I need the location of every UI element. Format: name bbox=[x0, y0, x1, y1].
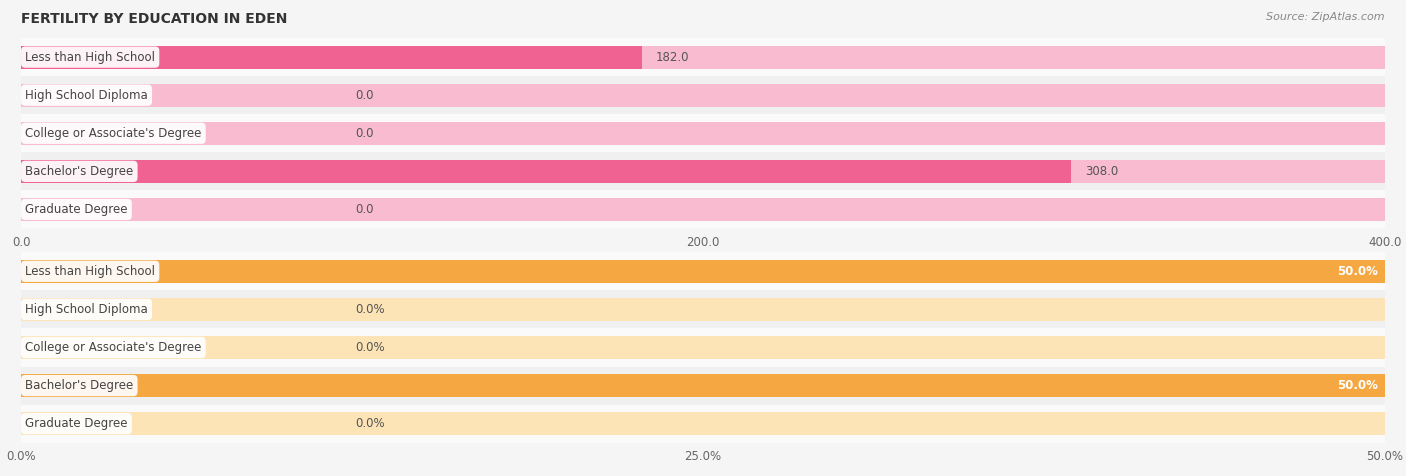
Text: Bachelor's Degree: Bachelor's Degree bbox=[25, 165, 134, 178]
Bar bbox=[21, 367, 1385, 405]
Bar bbox=[21, 298, 1385, 321]
Bar bbox=[21, 374, 1385, 397]
Text: 182.0: 182.0 bbox=[655, 50, 689, 64]
Bar bbox=[21, 76, 1385, 114]
Text: 0.0%: 0.0% bbox=[356, 341, 385, 354]
Bar bbox=[21, 84, 1385, 107]
Text: 0.0%: 0.0% bbox=[356, 417, 385, 430]
Text: 0.0: 0.0 bbox=[356, 203, 374, 216]
Bar bbox=[21, 38, 1385, 76]
Text: 0.0%: 0.0% bbox=[356, 303, 385, 316]
Text: High School Diploma: High School Diploma bbox=[25, 303, 148, 316]
Text: Less than High School: Less than High School bbox=[25, 50, 155, 64]
Text: FERTILITY BY EDUCATION IN EDEN: FERTILITY BY EDUCATION IN EDEN bbox=[21, 12, 287, 26]
Bar bbox=[21, 260, 1385, 283]
Text: Bachelor's Degree: Bachelor's Degree bbox=[25, 379, 134, 392]
Text: Graduate Degree: Graduate Degree bbox=[25, 417, 128, 430]
Bar bbox=[21, 160, 1071, 183]
Bar bbox=[21, 190, 1385, 228]
Bar bbox=[21, 260, 1385, 283]
Text: Source: ZipAtlas.com: Source: ZipAtlas.com bbox=[1267, 12, 1385, 22]
Bar bbox=[21, 328, 1385, 367]
Text: 0.0: 0.0 bbox=[356, 89, 374, 102]
Bar bbox=[21, 122, 1385, 145]
Text: High School Diploma: High School Diploma bbox=[25, 89, 148, 102]
Bar bbox=[21, 412, 1385, 435]
Bar bbox=[21, 374, 1385, 397]
Bar bbox=[21, 46, 641, 69]
Bar bbox=[21, 160, 1385, 183]
Text: 0.0: 0.0 bbox=[356, 127, 374, 140]
Bar bbox=[21, 46, 1385, 69]
Bar bbox=[21, 336, 1385, 359]
Bar bbox=[21, 198, 1385, 221]
Text: Less than High School: Less than High School bbox=[25, 265, 155, 278]
Text: College or Associate's Degree: College or Associate's Degree bbox=[25, 341, 201, 354]
Bar bbox=[21, 152, 1385, 190]
Bar bbox=[21, 252, 1385, 290]
Text: Graduate Degree: Graduate Degree bbox=[25, 203, 128, 216]
Text: 50.0%: 50.0% bbox=[1337, 265, 1378, 278]
Text: College or Associate's Degree: College or Associate's Degree bbox=[25, 127, 201, 140]
Text: 308.0: 308.0 bbox=[1085, 165, 1118, 178]
Bar bbox=[21, 405, 1385, 443]
Bar bbox=[21, 114, 1385, 152]
Bar bbox=[21, 290, 1385, 328]
Text: 50.0%: 50.0% bbox=[1337, 379, 1378, 392]
